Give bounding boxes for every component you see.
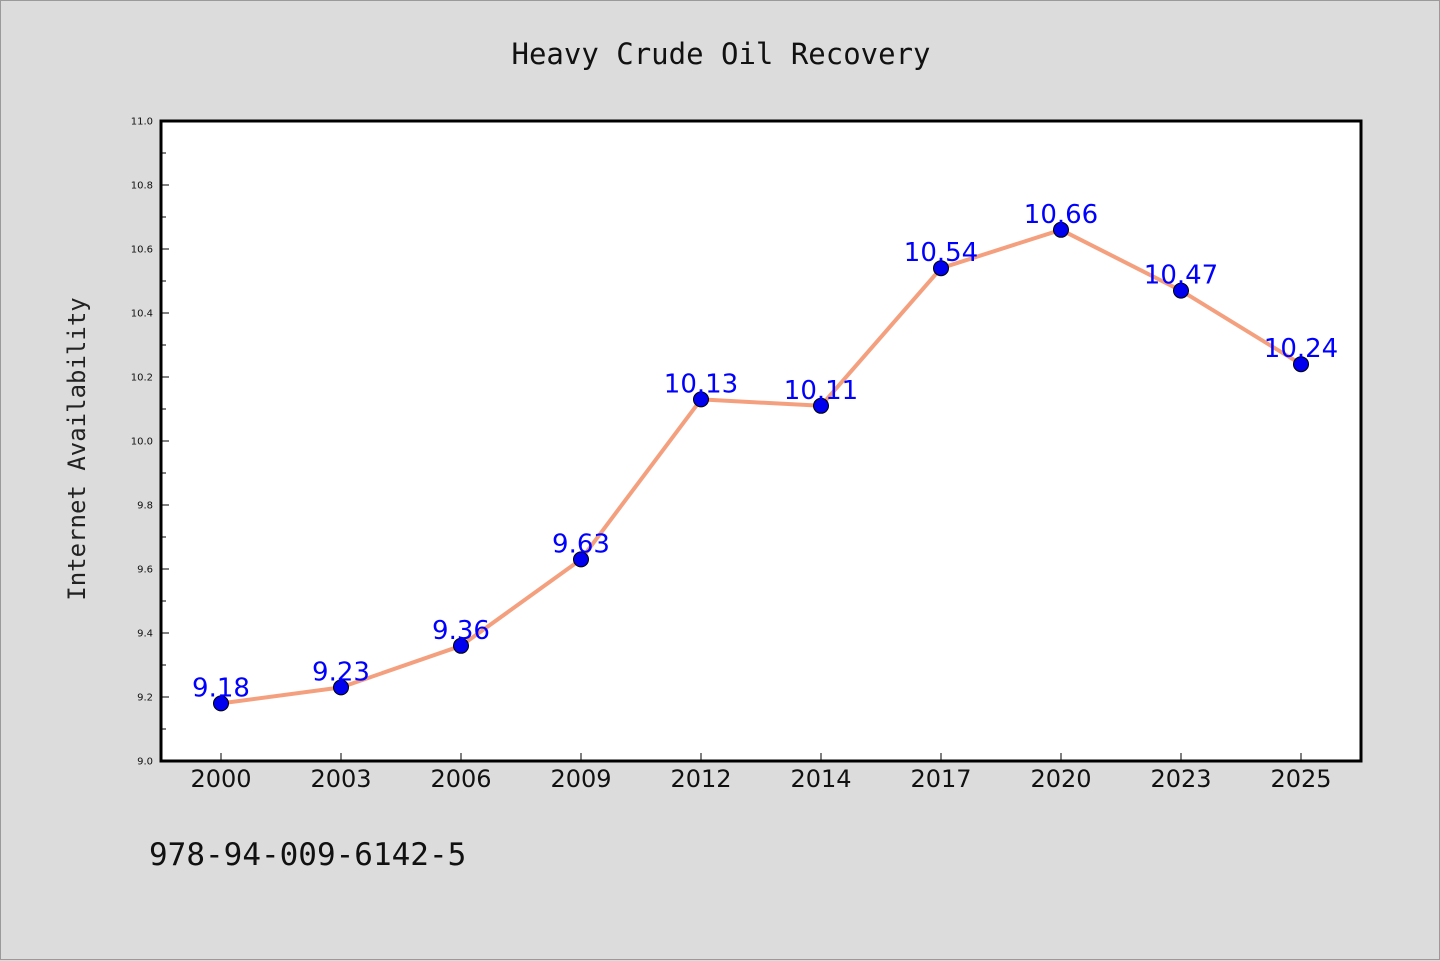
data-label: 9.18 [192,673,250,703]
data-labels: 9.18 9.23 9.36 9.63 10.13 10.11 10.54 10.66 10.4… [192,200,1338,704]
data-label: 9.63 [552,529,610,559]
data-point [933,260,949,277]
data-point [573,551,589,568]
isbn-annotation: 978-94-009-6142-5 [149,837,466,873]
data-point [1173,282,1189,299]
data-label: 10.11 [784,376,858,406]
series-line [220,227,1303,706]
data-label: 10.13 [664,369,738,399]
x-tick-label: 2009 [550,765,611,793]
x-tick-label: 2003 [310,765,371,793]
plot-area [159,119,1363,763]
x-tick-label: 2023 [1150,765,1211,793]
x-tick-label: 2012 [670,765,731,793]
y-tick-label: 9.8 [137,501,153,512]
data-point [1053,221,1069,238]
data-point [813,397,829,414]
x-tick-label: 2020 [1030,765,1091,793]
data-point [693,391,709,408]
y-tick-label: 10.2 [131,373,153,384]
y-tick-label: 9.4 [137,629,153,640]
series [213,221,1309,712]
y-tick-label: 11.0 [131,117,153,128]
data-label: 10.47 [1144,261,1218,291]
x-tick-label: 2006 [430,765,491,793]
data-label: 9.36 [432,616,490,646]
data-label: 10.54 [904,238,978,268]
y-tick-label: 9.0 [137,757,153,768]
data-point [213,695,229,712]
chart-title: Heavy Crude Oil Recovery [511,37,930,71]
data-point [333,679,349,696]
x-axis: 2000 2003 2006 2009 2012 2014 2017 2020 2023 2025 [190,753,1332,793]
y-tick-label: 9.2 [137,693,153,704]
x-tick-label: 2000 [190,765,251,793]
y-tick-label: 9.6 [137,565,153,576]
data-point [1293,356,1309,373]
data-point [453,637,469,654]
y-tick-label: 10.8 [131,181,153,192]
y-tick-label: 10.4 [131,309,153,320]
x-tick-label: 2025 [1270,765,1331,793]
y-axis: 9.0 9.2 9.4 9.6 9.8 10.0 10.2 10.4 10.6 10.8 11.0 [131,117,169,768]
y-tick-label: 10.0 [131,437,153,448]
data-label: 10.24 [1264,334,1338,364]
data-label: 9.23 [312,657,370,687]
x-tick-label: 2017 [910,765,971,793]
y-tick-label: 10.6 [131,245,153,256]
x-tick-label: 2014 [790,765,851,793]
y-axis-label: Internet Availability [63,297,91,600]
data-label: 10.66 [1024,200,1098,230]
